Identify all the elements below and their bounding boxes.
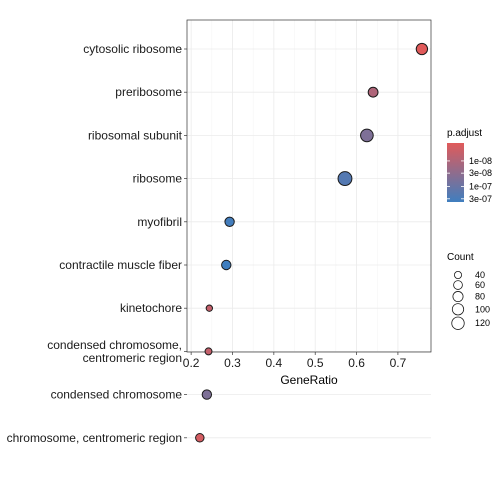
x-axis: 0.2 0.3 0.4 0.5 0.6 0.7	[183, 352, 407, 370]
size-legend-label: 40	[475, 270, 485, 280]
size-legend-label: 120	[475, 318, 490, 328]
y-tick-label: contractile muscle fiber	[59, 258, 182, 272]
y-tick-label: kinetochore	[120, 301, 182, 315]
y-tick-label: preribosome	[115, 85, 182, 99]
data-point	[204, 347, 213, 356]
x-tick-label: 0.7	[390, 356, 407, 370]
color-legend-title: p.adjust	[447, 128, 482, 139]
x-tick-label: 0.2	[183, 356, 200, 370]
data-point	[221, 259, 232, 271]
data-point	[224, 216, 235, 227]
x-tick-label: 0.4	[266, 356, 283, 370]
color-legend-label: 3e-08	[469, 168, 492, 178]
data-point	[205, 304, 213, 312]
color-legend-label: 1e-07	[469, 182, 492, 192]
y-axis: cytosolic ribosome preribosome ribosomal s…	[7, 42, 187, 445]
y-tick-label: centromeric region	[83, 351, 182, 365]
size-legend-label: 80	[475, 292, 485, 302]
y-tick-label: condensed chromosome,	[47, 338, 182, 352]
size-legend-label: 100	[475, 304, 490, 314]
grid	[187, 20, 431, 439]
y-tick-label: condensed chromosome	[51, 388, 183, 402]
data-point	[201, 389, 213, 400]
y-tick-label: ribosome	[133, 172, 183, 186]
size-legend-key	[451, 303, 465, 316]
size-legend-key	[452, 291, 464, 303]
points	[195, 42, 429, 443]
data-point	[337, 171, 353, 187]
data-point	[415, 42, 429, 56]
x-tick-label: 0.3	[224, 356, 241, 370]
x-axis-title: GeneRatio	[280, 373, 338, 387]
color-legend: p.adjust 1e-08 3e-08 1e-07 3e-07	[447, 128, 492, 204]
y-tick-label: myofibril	[137, 215, 182, 229]
x-tick-label: 0.5	[307, 356, 324, 370]
data-point	[360, 128, 374, 143]
y-tick-label: chromosome, centromeric region	[7, 431, 182, 445]
size-legend-key	[453, 270, 462, 279]
size-legend-label: 60	[475, 280, 485, 290]
x-tick-label: 0.6	[348, 356, 365, 370]
plot-panel	[186, 19, 432, 353]
y-tick-label: cytosolic ribosome	[83, 42, 182, 56]
size-legend-key	[453, 280, 463, 290]
color-legend-label: 3e-07	[469, 194, 492, 204]
data-point	[367, 86, 379, 98]
color-legend-label: 1e-08	[469, 156, 492, 166]
y-tick-label: ribosomal subunit	[88, 128, 183, 142]
color-bar	[447, 143, 464, 202]
data-point	[195, 433, 205, 443]
size-legend-key	[451, 316, 465, 330]
size-legend-title: Count	[447, 252, 474, 263]
